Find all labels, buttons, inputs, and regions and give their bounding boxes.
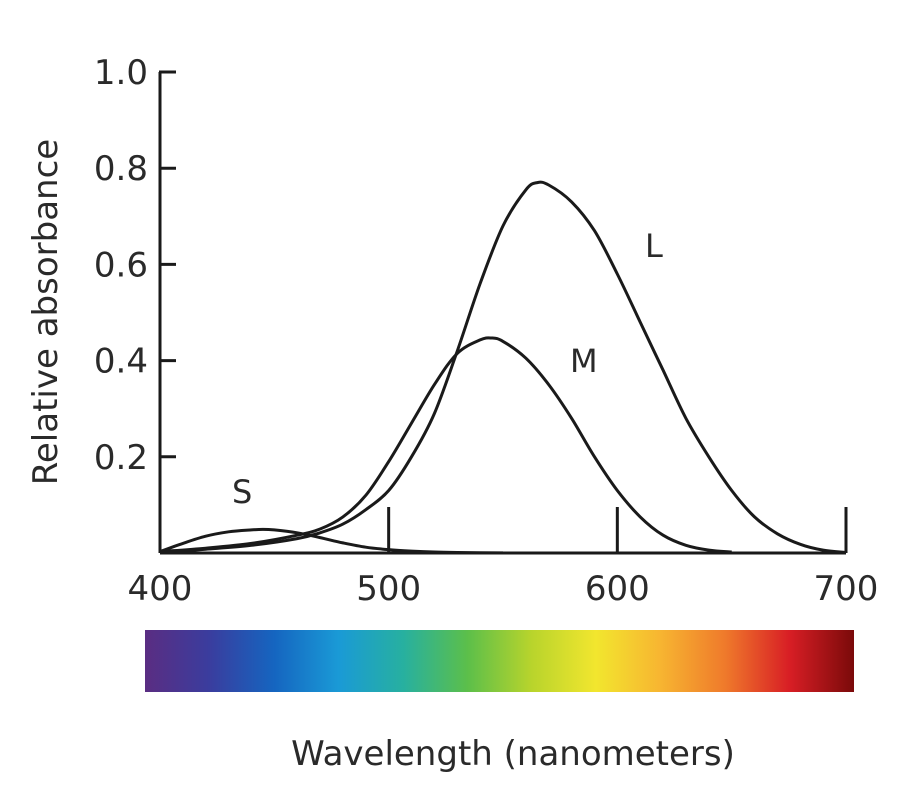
series-line-m [159, 336, 732, 554]
x-tick-label-600: 600 [585, 569, 650, 609]
series-label-s: S [232, 473, 252, 511]
x-tick-label-700: 700 [814, 569, 879, 609]
y-axis-title: Relative absorbance [26, 139, 66, 485]
x-axis-title: Wavelength (nanometers) [291, 734, 735, 774]
y-tick-label-0.8: 0.8 [94, 149, 148, 189]
x-tick-label-400: 400 [128, 569, 193, 609]
x-tick-label-500: 500 [356, 569, 421, 609]
series-curves [159, 180, 847, 555]
y-tick-label-0.4: 0.4 [94, 342, 148, 382]
series-line-s [159, 527, 504, 555]
x-axis-ticks: 400 500 600 700 [128, 507, 879, 609]
y-tick-label-1.0: 1.0 [94, 53, 148, 93]
y-axis-ticks: 0.2 0.4 0.6 0.8 1.0 [94, 53, 176, 478]
series-label-m: M [570, 342, 598, 380]
series-label-l: L [645, 227, 663, 265]
y-tick-label-0.6: 0.6 [94, 245, 148, 285]
series-line-l [159, 180, 847, 554]
visible-spectrum-bar [145, 630, 854, 692]
y-tick-label-0.2: 0.2 [94, 438, 148, 478]
